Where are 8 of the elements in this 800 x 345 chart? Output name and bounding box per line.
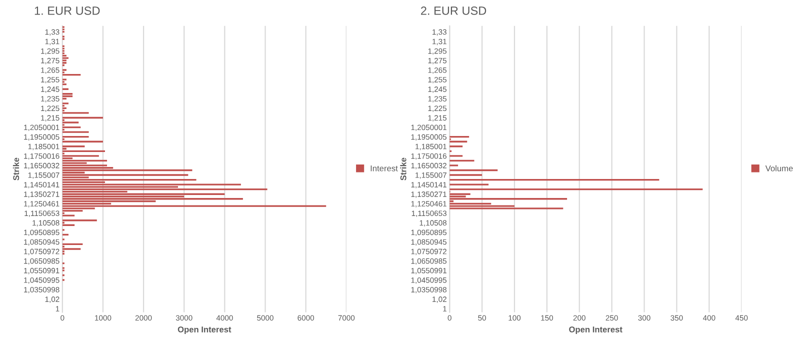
- x-axis-title: Open Interest: [178, 326, 232, 334]
- y-axis-title: Strike: [12, 158, 20, 180]
- x-axis-title: Open Interest: [569, 326, 622, 334]
- legend-label: Volume: [765, 165, 793, 172]
- chart-title: 1. EUR USD: [34, 6, 100, 15]
- chart-title: 2. EUR USD: [420, 6, 486, 15]
- legend-label: Interest: [370, 165, 398, 172]
- y-axis-title: Strike: [400, 158, 406, 180]
